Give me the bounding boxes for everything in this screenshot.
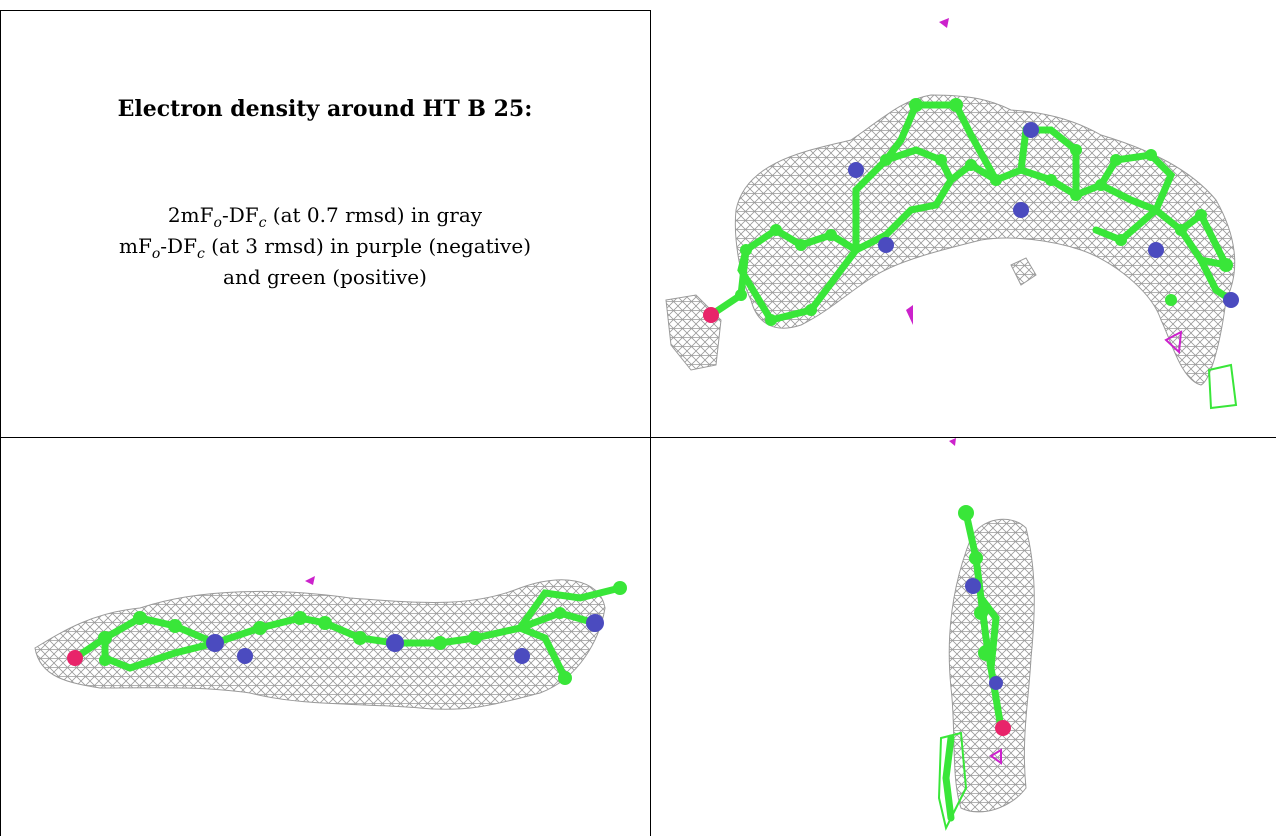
caption-line-3: and green (positive) [223,265,427,289]
density-view-side [0,438,650,836]
nitrogen-atom [1013,202,1029,218]
molecule-render-end [937,438,1035,831]
oxygen-atom [67,650,83,666]
nitrogen-atom [1023,122,1039,138]
negative-density-blob [906,305,913,325]
negative-density-blob [1164,330,1183,355]
negative-density-blob [939,18,949,28]
nitrogen-atom [965,578,981,594]
caption-cell: Electron density around HT B 25: 2mFo-DF… [0,0,650,437]
nitrogen-atom [514,648,530,664]
electron-density-mesh-fragment [665,294,722,371]
molecule-render-top [665,18,1239,410]
caption-title: Electron density around HT B 25: [117,96,533,122]
negative-density-blob [989,748,1002,765]
table-border-left [0,10,1,836]
nitrogen-atom [386,634,404,652]
nitrogen-atom [848,162,864,178]
atoms [703,98,1239,326]
table-border-row [0,437,1276,438]
atoms [958,505,1011,736]
electron-density-mesh-fragment [1010,257,1037,286]
electron-density-mesh [34,579,606,710]
positive-density-blob [1207,363,1238,410]
atoms [67,581,627,685]
table-border-middle [650,10,651,836]
oxygen-atom [703,307,719,323]
molecule-render-side [34,576,627,710]
nitrogen-atom [1223,292,1239,308]
nitrogen-atom [878,237,894,253]
oxygen-atom [995,720,1011,736]
positive-density-blob [937,731,968,831]
caption-line-1: 2mFo-DFc (at 0.7 rmsd) in gray [167,203,483,231]
nitrogen-atom [206,634,224,652]
negative-density-blob [949,438,956,446]
nitrogen-atom [586,614,604,632]
negative-density-blob [305,576,315,585]
nitrogen-atom [1148,242,1164,258]
table-border-top [0,10,650,11]
caption-line-2: mFo-DFc (at 3 rmsd) in purple (negative) [119,234,531,262]
nitrogen-atom [237,648,253,664]
density-view-end [651,438,1276,836]
caption-description: 2mFo-DFc (at 0.7 rmsd) in gray mFo-DFc (… [0,200,650,293]
density-view-top [651,0,1276,437]
nitrogen-atom [989,676,1003,690]
